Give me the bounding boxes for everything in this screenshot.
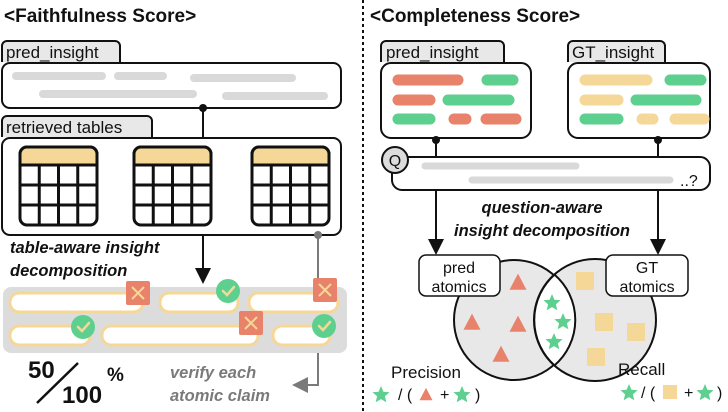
- check-icon: [312, 314, 336, 338]
- cross-mark: [244, 316, 258, 330]
- table-header: [18, 145, 99, 167]
- table-icon: [250, 145, 331, 227]
- recall-formula-close: ): [717, 385, 722, 402]
- square-icon: [576, 272, 594, 290]
- star-icon: [453, 386, 471, 403]
- pred-atomics-label-1: pred: [443, 260, 475, 277]
- check-badge: [71, 315, 95, 339]
- table-header: [250, 145, 331, 167]
- gt-atomics-label-2: atomics: [619, 279, 674, 296]
- triangle-icon: [509, 315, 527, 332]
- decomposition-label-2: decomposition: [10, 262, 127, 280]
- star-icon: [543, 294, 561, 311]
- cross-mark: [318, 283, 332, 297]
- pred-insight-tab-label: pred_insight: [6, 43, 99, 62]
- precision-formula-close: ): [475, 387, 480, 404]
- retrieved-tables-tab: [1, 115, 153, 137]
- question-decomp-label-2: insight decomposition: [454, 222, 630, 240]
- recall-formula-plus: +: [684, 385, 693, 402]
- square-icon: [627, 323, 645, 341]
- pred-insight-tab-right: [380, 40, 505, 62]
- precision-formula-slash: / (: [398, 387, 413, 404]
- triangle-icon: [509, 273, 527, 290]
- table-header: [132, 145, 213, 167]
- table-icon: [132, 145, 213, 227]
- star-icon: [620, 384, 638, 401]
- faithfulness-title: <Faithfulness Score>: [4, 6, 196, 27]
- table-icon: [18, 145, 99, 227]
- square-icon: [587, 348, 605, 366]
- completeness-title: <Completeness Score>: [370, 6, 580, 27]
- star-icon: [554, 313, 572, 330]
- cross-mark: [131, 286, 145, 300]
- star-icon: [696, 384, 714, 401]
- question-icon-label: Q: [389, 153, 401, 170]
- recall-formula-slash: / (: [641, 385, 656, 402]
- check-icon: [216, 279, 240, 303]
- check-badge: [312, 314, 336, 338]
- cross-icon: [239, 311, 263, 335]
- verify-label-2: atomic claim: [170, 387, 270, 405]
- question-box: [391, 156, 711, 191]
- cross-icon: [313, 278, 337, 302]
- triangle-icon: [463, 313, 481, 330]
- recall-label: Recall: [618, 360, 665, 379]
- gt-atomics-label-1: GT: [636, 260, 658, 277]
- check-badge: [216, 279, 240, 303]
- star-icon: [545, 333, 563, 350]
- triangle-icon: [419, 387, 433, 401]
- verify-label-1: verify each: [170, 364, 256, 382]
- pred-insight-tab: [1, 40, 121, 62]
- score-unit: %: [107, 365, 124, 386]
- decomposition-label-1: table-aware insight: [10, 239, 161, 257]
- fraction-slash: [36, 362, 79, 404]
- pred-insight-text-placeholder: [12, 72, 328, 100]
- pred-insight-box: [1, 62, 342, 109]
- square-icon: [663, 385, 677, 399]
- triangle-icon: [492, 345, 510, 362]
- atomic-claim: [8, 291, 145, 314]
- cross-icon: [126, 281, 150, 305]
- atomic-claim: [100, 324, 260, 347]
- square-icon: [595, 313, 613, 331]
- retrieved-tables-tab-label: retrieved tables: [6, 118, 122, 137]
- overlap-region: [533, 273, 577, 367]
- star-icon: [372, 386, 390, 403]
- precision-formula-plus: +: [440, 387, 449, 404]
- pred-insight-tab-right-label: pred_insight: [386, 43, 479, 62]
- score-denominator: 100: [62, 382, 102, 409]
- check-mark: [317, 320, 332, 332]
- gt-atomics-label-box: [605, 254, 689, 297]
- precision-label: Precision: [391, 363, 461, 382]
- question-ellipsis: ..?: [680, 173, 698, 190]
- question-icon: [381, 146, 409, 174]
- score-numerator: 50: [28, 357, 55, 384]
- gt-insight-tab-label: GT_insight: [572, 43, 654, 62]
- question-decomp-label-1: question-aware: [481, 199, 602, 217]
- pred-atomics-label-2: atomics: [431, 279, 486, 296]
- check-mark: [76, 321, 91, 333]
- check-mark: [221, 285, 236, 297]
- gt-insight-tab: [567, 40, 666, 62]
- pred-atomics-label-box: [418, 254, 501, 297]
- check-icon: [71, 315, 95, 339]
